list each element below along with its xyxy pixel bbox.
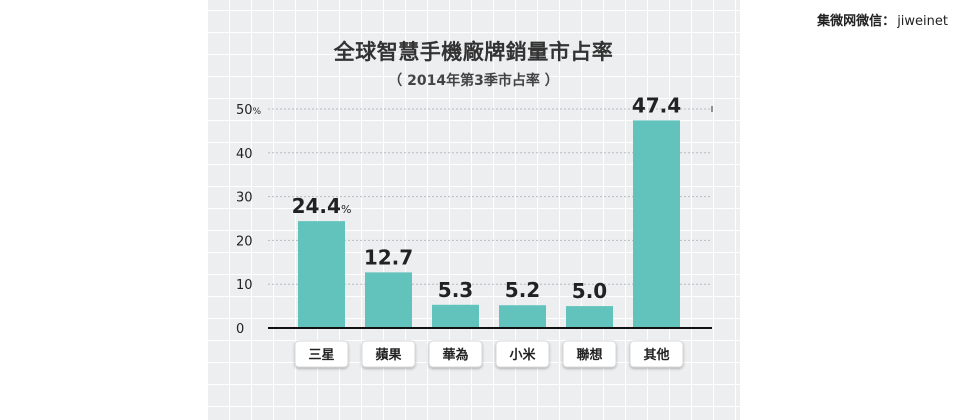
bar: [432, 304, 479, 328]
category-box: [294, 340, 349, 368]
x-tick-label: 聯想: [576, 347, 602, 363]
y-tick-label: 0: [236, 322, 244, 337]
data-label: 5.2: [505, 278, 540, 302]
data-label: 5.3: [438, 278, 473, 302]
bar: [633, 120, 680, 328]
data-label: 47.4: [632, 93, 681, 117]
chart-subtitle: （ 2014年第3季市占率 ）: [388, 73, 559, 89]
y-tick-label: 50%: [236, 103, 262, 118]
category-box: [361, 340, 416, 368]
watermark-handle: jiweinet: [897, 14, 948, 29]
data-label: 12.7: [364, 245, 413, 269]
bar: [365, 272, 412, 328]
bar: [566, 306, 613, 328]
x-tick-label: 三星: [308, 348, 334, 363]
bar: [499, 305, 546, 328]
data-label: 24.4%: [292, 194, 352, 218]
watermark: 集微网微信： jiweinet: [817, 10, 948, 29]
category-box: [428, 340, 483, 368]
x-tick-label: 華為: [442, 347, 468, 363]
category-box: [629, 340, 684, 368]
y-tick-label: 10: [236, 278, 253, 293]
y-tick-label: 30: [236, 191, 253, 206]
y-tick-label: 40: [236, 147, 253, 162]
bar: [298, 221, 345, 328]
watermark-label: 集微网微信：: [817, 14, 896, 29]
data-label: 5.0: [572, 279, 607, 303]
x-tick-label: 蘋果: [375, 347, 401, 363]
x-tick-label: 其他: [643, 347, 669, 363]
category-box: [562, 340, 617, 368]
category-box: [495, 340, 550, 368]
y-tick-label: 20: [236, 234, 253, 249]
chart-title: 全球智慧手機廠牌銷量市占率: [333, 40, 614, 64]
x-tick-label: 小米: [509, 347, 536, 363]
